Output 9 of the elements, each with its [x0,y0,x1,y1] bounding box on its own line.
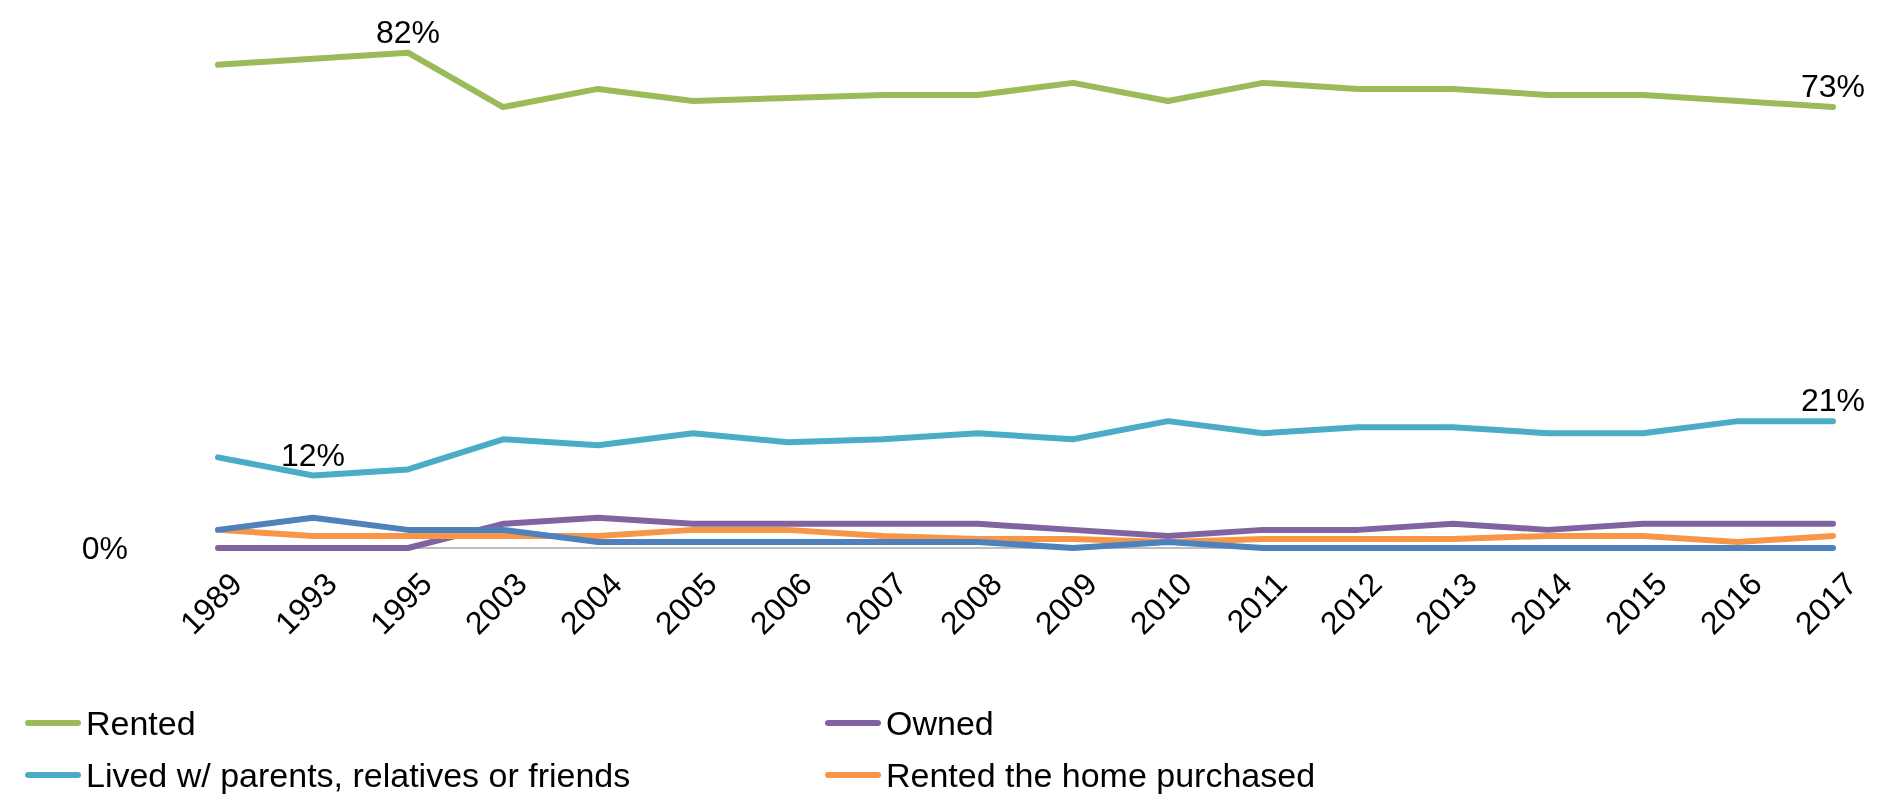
legend-label: Owned [886,703,994,742]
text: 0% [81,530,128,567]
data-label: 21% [1800,382,1866,419]
legend-label: Lived w/ parents, relatives or friends [86,755,631,794]
legend-label: Rented the home purchased [886,755,1316,794]
data-label: 82% [375,13,441,50]
data-label: 12% [280,436,346,473]
legend-label: Rented [86,703,196,742]
data-label: 73% [1800,68,1866,105]
